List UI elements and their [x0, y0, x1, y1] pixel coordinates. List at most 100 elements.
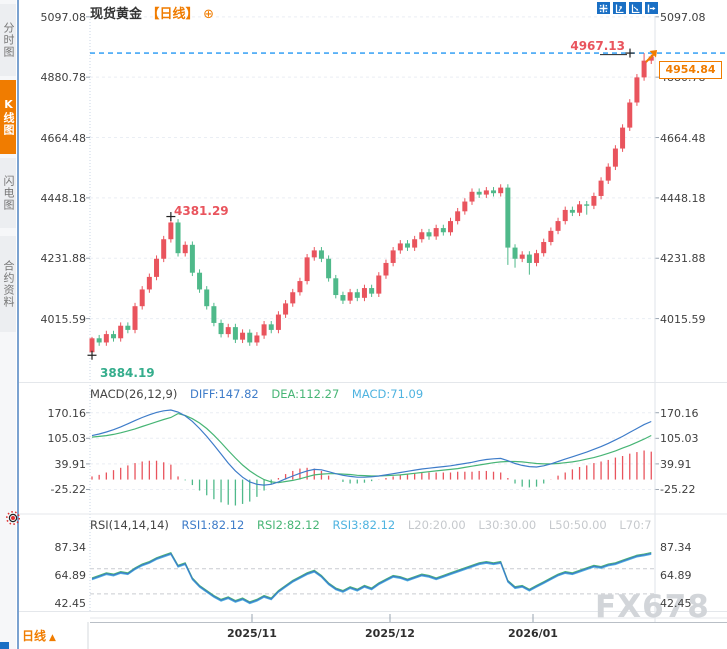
shift-right-icon[interactable] [645, 2, 658, 14]
rsi-l50-value: L50:50.00 [548, 518, 607, 532]
axis-label: 39.91 [54, 457, 87, 471]
rsi-l20-value: L20:20.00 [407, 518, 466, 532]
rsi2-value: RSI2:82.12 [256, 518, 320, 532]
caret-up-icon: ▲ [49, 633, 56, 643]
candle-body [383, 262, 389, 276]
candle-body [469, 191, 475, 202]
chart-toolbar [597, 2, 658, 14]
indicator-line [91, 551, 652, 603]
candle-body [433, 228, 439, 237]
candle-body [505, 187, 511, 248]
candle-body [397, 243, 403, 251]
candle-body [448, 221, 453, 233]
add-indicator-icon[interactable]: ⊕ [203, 7, 214, 22]
axis-label: 170.16 [47, 406, 87, 420]
candle-body [333, 278, 339, 296]
candle-body [627, 102, 633, 128]
sidebar-tab-flash-chart[interactable]: 闪电图 [0, 158, 16, 228]
period-dropdown-button[interactable]: 日线 ▲ [22, 627, 56, 644]
crosshair-icon[interactable] [597, 2, 610, 14]
axis-label: 4448.18 [660, 191, 706, 205]
candle-body [555, 221, 561, 231]
candle-body [498, 187, 504, 194]
candle-body [175, 222, 181, 254]
candle-body [404, 243, 410, 248]
candle-body [161, 239, 167, 259]
x-axis-label: 2026/01 [508, 627, 558, 640]
candle-body [103, 334, 109, 343]
indicator-line [91, 409, 652, 486]
scrollbar-corner [0, 642, 9, 649]
current-price-badge: 4954.84 [659, 61, 722, 79]
rsi-l30-value: L30:30.00 [478, 518, 537, 532]
sidebar-tab-time-chart[interactable]: 分时图 [0, 4, 16, 76]
axis-zoom-in-icon[interactable] [613, 2, 626, 14]
axis-label: 4231.88 [660, 252, 706, 266]
axis-zoom-out-icon[interactable] [629, 2, 642, 14]
candle-body [125, 325, 131, 330]
candle-body [326, 258, 332, 279]
candle-body [390, 250, 396, 263]
candle-body [182, 244, 188, 254]
axis-label: 4664.48 [40, 131, 87, 145]
candle-body [376, 275, 382, 294]
axis-label: 87.34 [660, 540, 692, 554]
x-axis-label: 2025/11 [227, 627, 277, 640]
macd-hist-value: MACD:71.09 [351, 387, 424, 401]
candle-body [361, 288, 367, 298]
candle-body [476, 191, 482, 195]
rsi-l70-value: L70:7 [619, 518, 652, 532]
axis-label: -25.22 [660, 483, 696, 497]
sidebar-tab-contract-info[interactable]: 合约资料 [0, 236, 16, 332]
candle-body [118, 325, 124, 339]
candle-body [290, 292, 296, 304]
candle-body [577, 204, 583, 213]
rsi1-value: RSI1:82.12 [181, 518, 245, 532]
price-pointer-arrow [649, 50, 657, 58]
axis-label: 105.03 [660, 432, 699, 446]
candle-body [634, 77, 640, 103]
candle-body [240, 332, 246, 340]
candle-body [318, 250, 324, 259]
axis-label: 87.34 [54, 540, 87, 554]
candle-body [275, 314, 281, 330]
candle-body [369, 288, 375, 294]
candle-body [247, 332, 253, 343]
macd-dea-value: DEA:112.27 [271, 387, 340, 401]
axis-label: 5097.08 [660, 10, 706, 24]
indicator-line [91, 552, 652, 604]
candle-body [598, 180, 604, 196]
candle-body [168, 222, 174, 240]
axis-label: 5097.08 [40, 10, 87, 24]
rsi-name: RSI(14,14,14) [90, 518, 169, 532]
candle-body [111, 334, 117, 339]
axis-label: 4880.78 [40, 71, 87, 85]
axis-label: 64.89 [54, 569, 87, 583]
macd-header: MACD(26,12,9) DIFF:147.82 DEA:112.27 MAC… [90, 387, 432, 401]
candle-body [232, 327, 238, 340]
sidebar-divider [17, 0, 19, 649]
indicator-line [91, 412, 652, 484]
candle-body [96, 338, 102, 343]
axis-label: 170.16 [660, 406, 699, 420]
candle-body [311, 250, 317, 258]
rsi-header: RSI(14,14,14) RSI1:82.12 RSI2:82.12 RSI3… [90, 518, 661, 532]
candle-body [304, 257, 310, 282]
low-price-annotation: 3884.19 [100, 366, 155, 380]
axis-label: 4015.59 [40, 312, 87, 326]
peak-price-annotation: 4381.29 [174, 204, 229, 218]
candle-body [189, 244, 195, 273]
axis-label: 4231.88 [40, 252, 87, 266]
period-tag: 【日线】 [146, 7, 199, 22]
candle-body [584, 204, 590, 206]
live-indicator-icon [5, 510, 21, 530]
chart-title: 现货黄金 【日线】 ⊕ [90, 3, 214, 22]
candle-body [132, 306, 138, 330]
candle-body [225, 327, 231, 335]
sidebar-tab-candle-chart[interactable]: K线图 [0, 80, 16, 154]
candle-body [519, 254, 525, 259]
candle-body [154, 258, 160, 277]
candle-body [197, 272, 203, 290]
candle-body [512, 247, 518, 259]
